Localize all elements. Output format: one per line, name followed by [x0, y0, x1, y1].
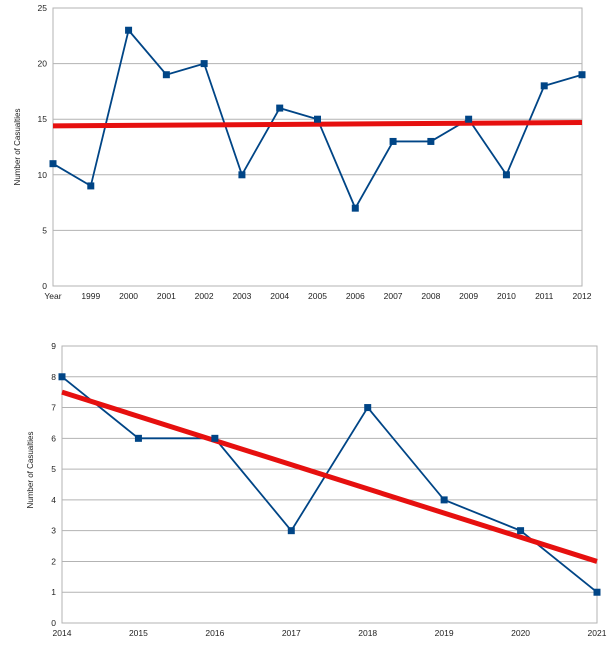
y-tick-label: 7 — [51, 403, 56, 413]
x-tick-label: 2017 — [282, 628, 301, 638]
data-point — [517, 527, 525, 535]
x-tick-label: 2020 — [511, 628, 530, 638]
x-tick-label: 2003 — [232, 291, 251, 301]
y-tick-label: 10 — [38, 170, 48, 180]
plot-area — [52, 7, 583, 287]
x-tick-label: 2009 — [459, 291, 478, 301]
y-tick-label: 15 — [38, 114, 48, 124]
x-tick-label: 2010 — [497, 291, 516, 301]
x-tick-label: 2000 — [119, 291, 138, 301]
y-tick-label: 8 — [51, 372, 56, 382]
trend-line — [52, 120, 583, 129]
x-tick-label: 2011 — [535, 291, 554, 301]
data-point — [440, 496, 448, 504]
data-point — [87, 182, 95, 190]
data-point — [540, 82, 548, 90]
x-tick-label: Year — [44, 291, 61, 301]
data-point — [389, 137, 397, 145]
data-point — [578, 71, 586, 79]
x-tick-label: 2004 — [270, 291, 289, 301]
x-tick-label: 2008 — [421, 291, 440, 301]
y-tick-label: 4 — [51, 495, 56, 505]
y-tick-label: 5 — [42, 225, 47, 235]
data-point — [49, 160, 57, 168]
data-point — [502, 171, 510, 179]
x-tick-label: 2016 — [205, 628, 224, 638]
x-tick-label: 2015 — [129, 628, 148, 638]
x-tick-label: 1999 — [81, 291, 100, 301]
y-tick-label: 5 — [51, 464, 56, 474]
y-tick-label: 1 — [51, 587, 56, 597]
trend-line — [61, 389, 598, 564]
y-tick-label: 0 — [51, 618, 56, 628]
series-line — [61, 376, 598, 593]
chart-casualties-2014-2021: Number of Casualties 0 1 2 3 4 5 6 7 8 9 2014 2015 2… — [26, 341, 607, 638]
data-point — [134, 434, 142, 442]
y-axis-label: Number of Casualties — [13, 109, 22, 186]
x-tick-label: 2021 — [588, 628, 607, 638]
data-point — [351, 204, 359, 212]
x-tick-label: 2007 — [384, 291, 403, 301]
y-tick-label: 2 — [51, 556, 56, 566]
x-tick-label: 2002 — [195, 291, 214, 301]
y-tick-label: 0 — [42, 281, 47, 291]
x-tick-label: 2005 — [308, 291, 327, 301]
data-point — [276, 104, 284, 112]
x-tick-label: 2018 — [358, 628, 377, 638]
x-tick-label: 2014 — [53, 628, 72, 638]
data-point — [287, 527, 295, 535]
y-tick-label: 20 — [38, 59, 48, 69]
data-point — [58, 373, 66, 381]
data-point — [125, 26, 133, 34]
y-tick-label: 6 — [51, 433, 56, 443]
data-point — [162, 71, 170, 79]
data-point — [364, 404, 372, 412]
x-tick-label: 2019 — [435, 628, 454, 638]
data-point — [314, 115, 321, 123]
x-tick-label: 2001 — [157, 291, 176, 301]
chart-casualties-1999-2012: Number of Casualties 0 5 10 15 20 25 Year 1999 2… — [13, 3, 592, 301]
data-point — [200, 60, 208, 68]
x-tick-label: 2006 — [346, 291, 365, 301]
plot-area — [61, 345, 598, 624]
y-tick-label: 3 — [51, 526, 56, 536]
data-point — [211, 434, 219, 442]
y-tick-label: 25 — [38, 3, 48, 13]
data-point — [593, 588, 601, 596]
y-axis-label: Number of Casualties — [26, 432, 35, 509]
x-tick-label: 2012 — [573, 291, 592, 301]
data-point — [238, 171, 246, 179]
y-tick-label: 9 — [51, 341, 56, 351]
data-point — [427, 137, 435, 145]
data-point — [465, 115, 473, 123]
